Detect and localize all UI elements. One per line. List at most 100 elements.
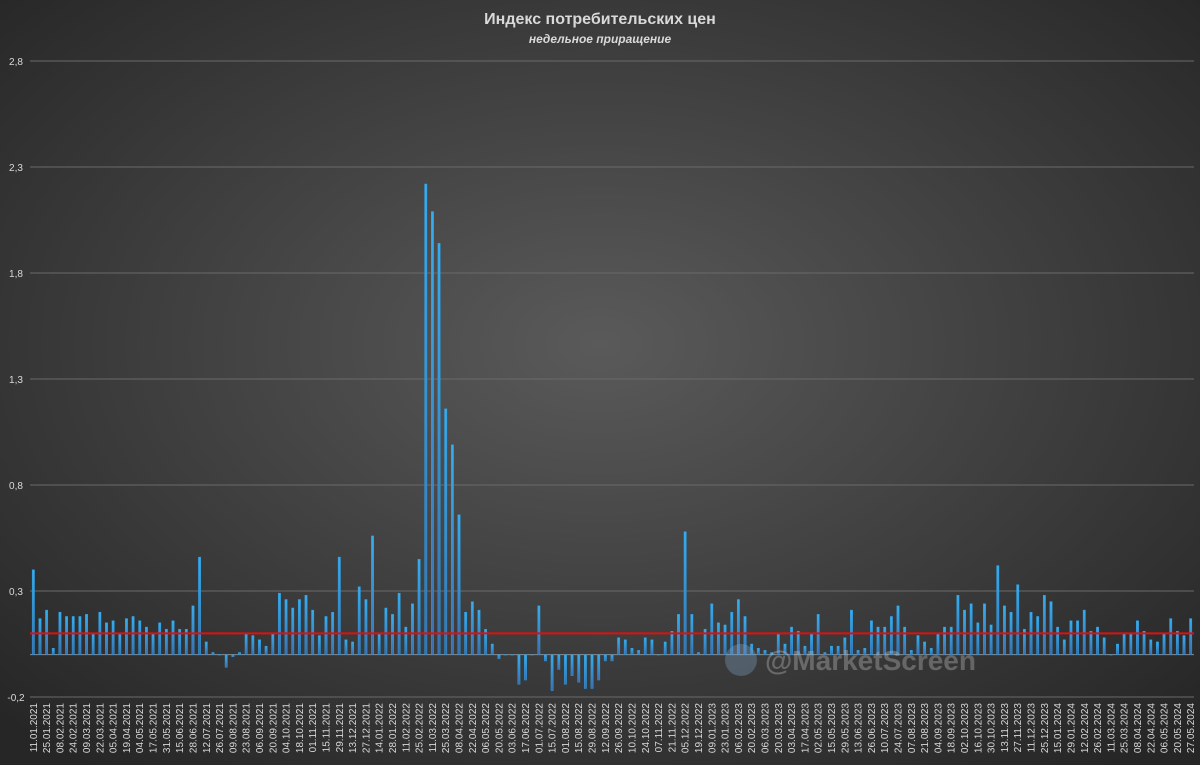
bar bbox=[477, 609, 481, 655]
bar bbox=[989, 624, 993, 655]
bar bbox=[836, 645, 840, 655]
bar bbox=[690, 614, 694, 655]
bar bbox=[530, 654, 534, 656]
bar bbox=[404, 626, 408, 655]
x-tick-label: 15.08.2022 bbox=[574, 703, 585, 753]
x-tick-label: 11.03.2022 bbox=[428, 703, 439, 753]
bar bbox=[544, 654, 547, 662]
bar bbox=[1076, 620, 1080, 655]
bar bbox=[457, 514, 461, 655]
watermark: @MarketScreen bbox=[765, 645, 976, 676]
x-tick-label: 30.10.2023 bbox=[987, 703, 998, 753]
bar bbox=[577, 654, 581, 683]
watermark-icon bbox=[725, 644, 757, 676]
bar bbox=[1056, 626, 1060, 655]
x-tick-label: 02.10.2023 bbox=[960, 703, 971, 753]
bar bbox=[377, 633, 381, 655]
x-tick-label: 01.08.2022 bbox=[561, 703, 572, 753]
bar bbox=[211, 652, 215, 655]
x-tick-label: 23.08.2021 bbox=[242, 703, 253, 753]
y-tick-label: 2,3 bbox=[9, 163, 23, 174]
bar bbox=[391, 614, 394, 655]
bar bbox=[31, 569, 35, 655]
bar bbox=[357, 586, 361, 655]
x-tick-label: 11.01.2021 bbox=[29, 703, 40, 753]
bar bbox=[397, 592, 401, 655]
bar bbox=[537, 605, 541, 655]
bar bbox=[1096, 626, 1099, 655]
bar bbox=[557, 654, 561, 670]
bar bbox=[371, 535, 374, 655]
x-tick-label: 29.05.2023 bbox=[840, 703, 851, 753]
bar bbox=[78, 616, 82, 655]
bar bbox=[643, 637, 647, 655]
bar bbox=[756, 648, 760, 655]
x-tick-label: 20.09.2021 bbox=[268, 703, 279, 753]
chart-subtitle: недельное приращение bbox=[529, 32, 672, 46]
bar bbox=[184, 628, 188, 655]
bar bbox=[218, 654, 221, 656]
x-tick-label: 19.12.2022 bbox=[694, 703, 705, 753]
bar bbox=[816, 614, 820, 655]
bar bbox=[45, 609, 49, 655]
bar bbox=[497, 654, 501, 660]
bar bbox=[125, 618, 128, 655]
bar bbox=[1169, 618, 1173, 655]
x-tick-label: 08.02.2021 bbox=[55, 703, 66, 753]
bar bbox=[1189, 618, 1193, 655]
x-tick-label: 24.10.2022 bbox=[641, 703, 652, 753]
bar bbox=[204, 641, 208, 655]
bar bbox=[271, 633, 275, 655]
bar bbox=[923, 641, 927, 655]
bar bbox=[876, 626, 880, 655]
y-tick-label: 2,8 bbox=[9, 57, 23, 68]
bar bbox=[583, 654, 587, 689]
x-tick-label: 13.12.2021 bbox=[348, 703, 359, 753]
bar bbox=[144, 626, 148, 655]
bar bbox=[1062, 639, 1066, 655]
y-tick-label: -0,2 bbox=[7, 693, 25, 704]
bar bbox=[118, 633, 122, 655]
x-tick-label: 15.11.2021 bbox=[321, 703, 332, 753]
x-tick-label: 25.01.2021 bbox=[42, 703, 53, 753]
x-tick-label: 22.03.2021 bbox=[95, 703, 106, 753]
bar bbox=[697, 652, 700, 655]
bar bbox=[703, 628, 707, 655]
bar bbox=[351, 641, 354, 655]
x-tick-label: 11.02.2022 bbox=[401, 703, 412, 753]
bar bbox=[85, 614, 88, 655]
x-tick-label: 28.06.2021 bbox=[188, 703, 199, 753]
x-tick-label: 25.12.2023 bbox=[1040, 703, 1051, 753]
bar bbox=[717, 622, 720, 655]
bar bbox=[337, 556, 341, 655]
bar bbox=[284, 599, 288, 655]
x-tick-label: 13.11.2023 bbox=[1000, 703, 1011, 753]
bar bbox=[763, 650, 767, 655]
bar bbox=[889, 616, 893, 655]
bar bbox=[1129, 633, 1133, 655]
bar bbox=[710, 603, 714, 655]
x-tick-label: 13.06.2023 bbox=[854, 703, 865, 753]
x-tick-label: 24.07.2023 bbox=[894, 703, 905, 753]
bar bbox=[431, 211, 434, 655]
bar bbox=[504, 654, 507, 656]
bar bbox=[1003, 605, 1006, 655]
x-tick-label: 06.02.2023 bbox=[734, 703, 745, 753]
bar bbox=[1049, 601, 1053, 655]
x-tick-label: 22.04.2022 bbox=[468, 703, 479, 753]
bar bbox=[244, 633, 248, 655]
x-tick-label: 18.10.2021 bbox=[295, 703, 306, 753]
x-tick-label: 14.01.2022 bbox=[375, 703, 386, 753]
bar bbox=[1162, 633, 1166, 655]
bar bbox=[1109, 654, 1113, 656]
bar bbox=[996, 565, 1000, 655]
bar bbox=[1042, 595, 1046, 655]
x-tick-label: 15.01.2024 bbox=[1053, 703, 1064, 753]
bar bbox=[164, 628, 168, 655]
bar bbox=[238, 652, 241, 655]
bar bbox=[1136, 620, 1139, 655]
bar bbox=[870, 620, 873, 655]
bar bbox=[603, 654, 607, 662]
x-tick-label: 04.05.2021 bbox=[135, 703, 146, 753]
